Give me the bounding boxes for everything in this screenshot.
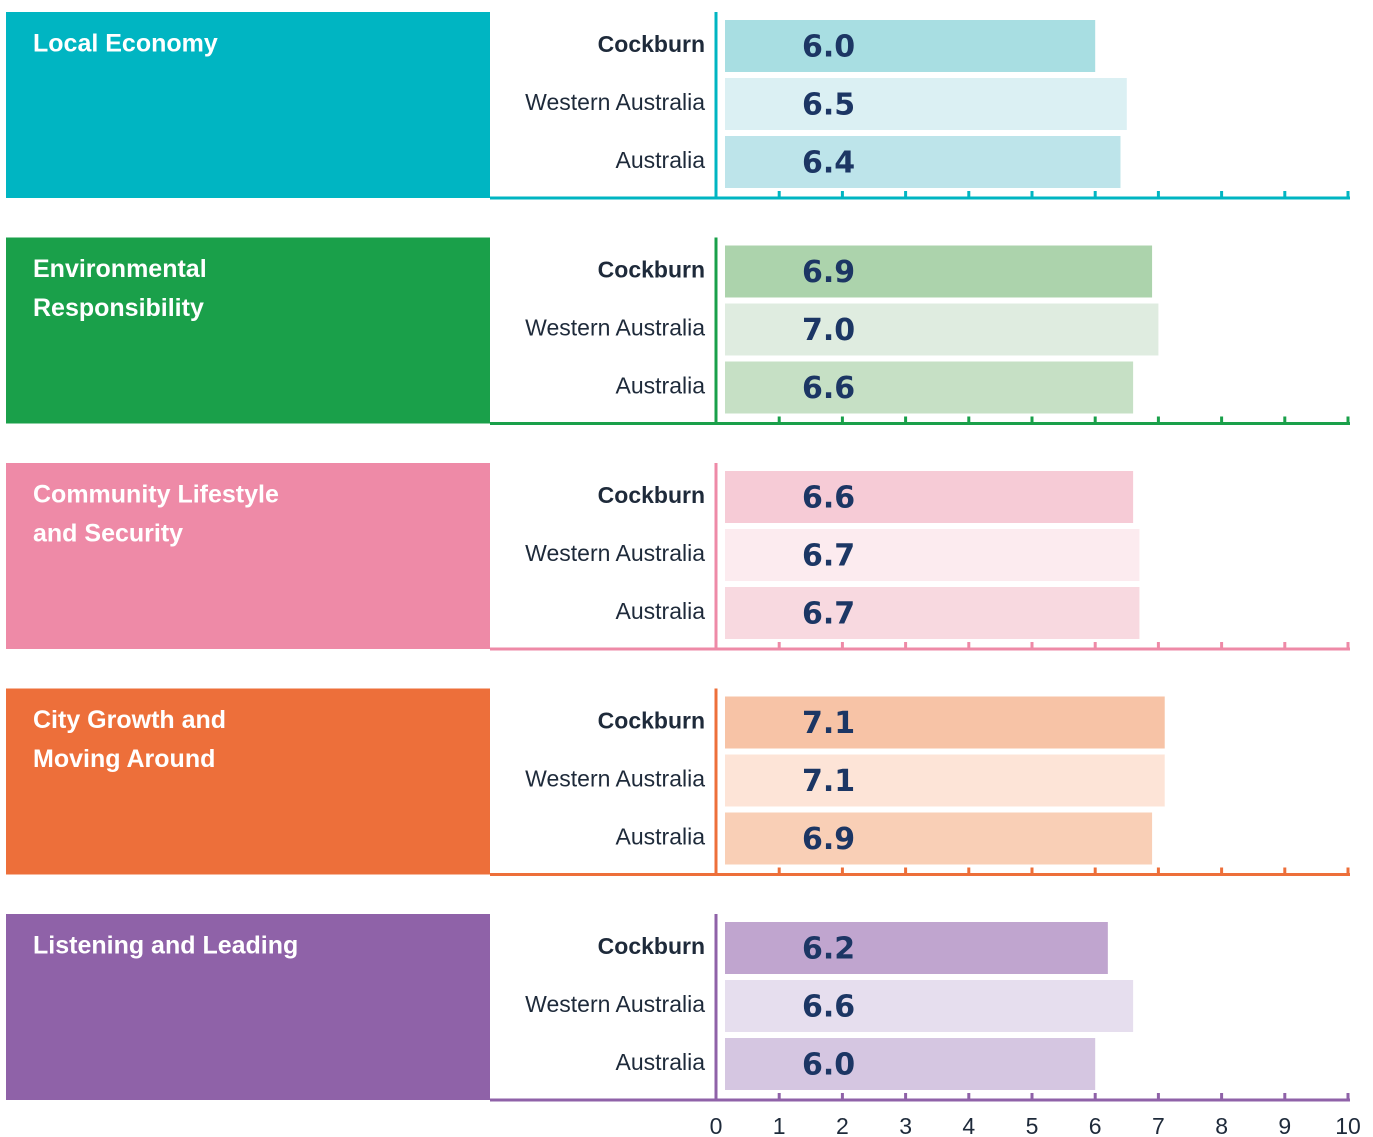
bar (725, 362, 1133, 414)
category-label: Cockburn (598, 257, 705, 283)
x-tick-label: 6 (1089, 1113, 1102, 1137)
value-label: 6.6 (802, 481, 855, 516)
bar (725, 922, 1108, 974)
category-label: Western Australia (525, 540, 705, 566)
x-tick-label: 9 (1278, 1113, 1291, 1137)
x-tick-label: 1 (773, 1113, 786, 1137)
category-label: Australia (616, 1049, 706, 1075)
category-label: Western Australia (525, 991, 705, 1017)
value-label: 7.1 (802, 764, 855, 799)
category-label: Australia (616, 824, 706, 850)
x-tick-label: 3 (899, 1113, 912, 1137)
value-label: 6.0 (802, 30, 855, 65)
chart: Local Economy Cockburn 6.0 Western Australi… (0, 0, 1373, 1137)
category-label: Cockburn (598, 482, 705, 508)
category-label: Australia (616, 147, 706, 173)
bar (725, 304, 1158, 356)
value-label: 6.5 (802, 88, 855, 123)
category-label: Cockburn (598, 31, 705, 57)
bar (725, 78, 1127, 130)
bar (725, 587, 1139, 639)
bar (725, 246, 1152, 298)
bar (725, 471, 1133, 523)
panel-title: City Growth and (33, 706, 226, 734)
panel-title: Responsibility (33, 294, 204, 322)
bar (725, 529, 1139, 581)
x-tick-label: 7 (1152, 1113, 1165, 1137)
bar (725, 697, 1165, 749)
category-label: Western Australia (525, 315, 705, 341)
value-label: 6.6 (802, 371, 855, 406)
x-tick-label: 8 (1215, 1113, 1228, 1137)
x-tick-label: 5 (1026, 1113, 1039, 1137)
panel-title: Moving Around (33, 745, 215, 773)
value-label: 6.9 (802, 255, 855, 290)
value-label: 6.6 (802, 990, 855, 1025)
panel-title: Listening and Leading (33, 932, 298, 960)
bar (725, 755, 1165, 807)
panel-title: Local Economy (33, 30, 218, 58)
x-tick-label: 2 (836, 1113, 849, 1137)
value-label: 7.0 (802, 313, 855, 348)
bar (725, 20, 1095, 72)
category-label: Western Australia (525, 89, 705, 115)
bar (725, 136, 1120, 188)
x-tick-label: 0 (710, 1113, 723, 1137)
category-label: Cockburn (598, 708, 705, 734)
panel-title: Community Lifestyle (33, 481, 279, 509)
value-label: 6.0 (802, 1048, 855, 1083)
value-label: 6.7 (802, 539, 855, 574)
value-label: 7.1 (802, 706, 855, 741)
value-label: 6.2 (802, 932, 855, 967)
value-label: 6.4 (802, 146, 855, 181)
x-tick-label: 4 (962, 1113, 975, 1137)
category-label: Australia (616, 373, 706, 399)
bar (725, 1038, 1095, 1090)
category-label: Western Australia (525, 766, 705, 792)
category-label: Cockburn (598, 933, 705, 959)
panel-title: Environmental (33, 255, 207, 283)
value-label: 6.7 (802, 597, 855, 632)
category-label: Australia (616, 598, 706, 624)
bar (725, 980, 1133, 1032)
bar (725, 813, 1152, 865)
x-tick-label: 10 (1335, 1113, 1361, 1137)
value-label: 6.9 (802, 822, 855, 857)
panel-title: and Security (33, 520, 183, 548)
